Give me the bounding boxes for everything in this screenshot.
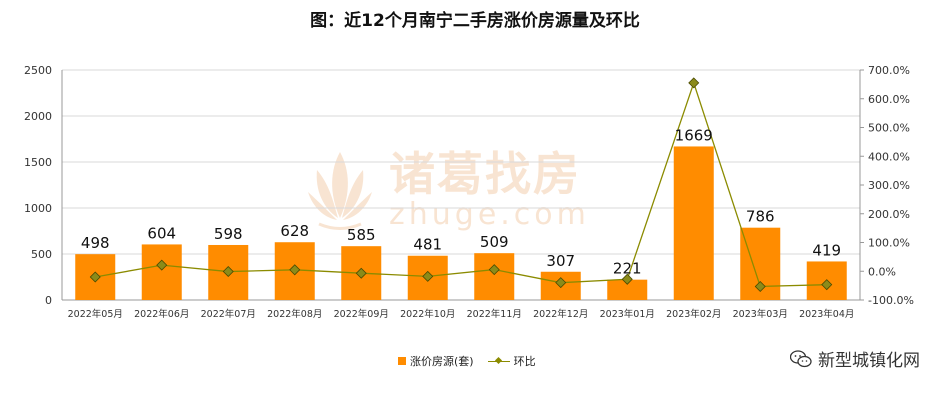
line-point: [754, 280, 766, 292]
x-tick-label: 2022年10月: [400, 308, 455, 320]
x-tick-label: 2022年05月: [68, 308, 123, 320]
legend-bar-label: 涨价房源(套): [410, 355, 474, 368]
bar-data-label: 419: [812, 241, 841, 259]
line-point: [488, 264, 500, 276]
bar-data-label: 509: [480, 233, 509, 251]
x-tick-label: 2022年12月: [533, 308, 588, 320]
legend-item-bar: 涨价房源(套): [398, 353, 474, 369]
x-tick-label: 2022年09月: [334, 308, 389, 320]
left-tick-label: 0: [45, 294, 52, 307]
right-tick-label: 600.0%: [868, 93, 910, 106]
line-point: [289, 264, 301, 276]
left-tick-label: 1500: [24, 156, 52, 169]
bar-data-label: 604: [147, 224, 176, 242]
x-tick-label: 2022年06月: [134, 308, 189, 320]
line-point: [821, 279, 833, 291]
bar: [607, 279, 648, 300]
bar: [474, 253, 515, 300]
x-tick-label: 2022年08月: [267, 308, 322, 320]
legend-bar-swatch: [398, 357, 406, 365]
bar-data-label: 598: [214, 225, 243, 243]
line-point: [688, 77, 700, 89]
line-point: [222, 266, 234, 278]
bar-data-label: 628: [280, 222, 309, 240]
right-tick-label: 400.0%: [868, 150, 910, 163]
x-tick-label: 2023年02月: [666, 308, 721, 320]
legend-item-line: 环比: [487, 353, 536, 369]
left-tick-label: 2500: [24, 64, 52, 77]
right-tick-label: 500.0%: [868, 122, 910, 135]
bar-data-label: 585: [347, 226, 376, 244]
brand-text: 新型城镇化网: [818, 351, 920, 371]
x-tick-label: 2023年03月: [733, 308, 788, 320]
x-tick-label: 2022年07月: [201, 308, 256, 320]
bar-data-label: 307: [546, 252, 575, 270]
line-point: [89, 271, 101, 283]
left-tick-label: 500: [31, 248, 52, 261]
bar-data-label: 498: [81, 234, 110, 252]
bar-data-label: 221: [613, 260, 642, 278]
chart-title: 图：近12个月南宁二手房涨价房源量及环比: [310, 11, 640, 31]
line-point: [555, 277, 567, 289]
bar-data-label: 786: [746, 208, 775, 226]
right-tick-label: 100.0%: [868, 237, 910, 250]
legend: 涨价房源(套) 环比: [398, 353, 550, 369]
right-tick-label: 700.0%: [868, 64, 910, 77]
line-point: [621, 273, 633, 285]
right-tick-label: -100.0%: [868, 294, 914, 307]
x-tick-label: 2023年01月: [600, 308, 655, 320]
left-tick-label: 2000: [24, 110, 52, 123]
legend-line-label: 环比: [513, 355, 536, 368]
line-point: [422, 270, 434, 282]
bar-data-label: 481: [413, 236, 442, 254]
line-point: [156, 259, 168, 271]
line-series: [95, 80, 827, 288]
legend-line-swatch: [487, 356, 510, 366]
bar-data-label: 1669: [675, 126, 713, 144]
x-tick-label: 2022年11月: [467, 308, 522, 320]
wechat-icon: [790, 349, 812, 367]
bar: [141, 244, 182, 300]
brand: 新型城镇化网: [790, 346, 920, 371]
right-tick-label: 0.0%: [868, 265, 896, 278]
right-tick-label: 300.0%: [868, 179, 910, 192]
left-tick-label: 1000: [24, 202, 52, 215]
line-point: [355, 267, 367, 279]
bar: [673, 146, 714, 300]
right-tick-label: 200.0%: [868, 208, 910, 221]
x-tick-label: 2023年04月: [799, 308, 854, 320]
